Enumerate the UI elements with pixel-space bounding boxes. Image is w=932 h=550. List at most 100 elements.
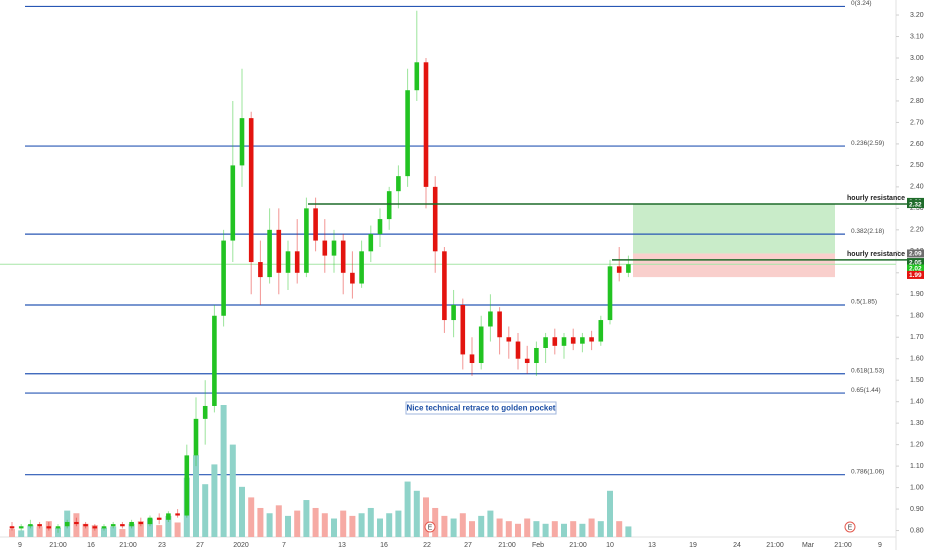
volume-bar [202,484,209,537]
price-tag-label: 2.09 [909,251,922,258]
y-tick-label: 1.90 [910,291,924,298]
volume-bar [459,513,466,537]
price-tag [907,249,924,258]
x-tick-label: 21:00 [49,542,67,549]
candle-body [147,517,153,525]
y-tick-label: 1.10 [910,463,924,470]
x-tick-label: 21:00 [498,542,516,549]
volume-bar [211,464,218,537]
candle-body [28,524,33,527]
volume-bar [321,513,328,537]
candle-body [340,240,346,273]
candle-body [386,191,392,220]
candle-body [396,176,401,192]
candle-body [304,208,309,273]
x-tick-label: 2020 [233,542,249,549]
y-tick-label: 1.60 [910,356,924,363]
candle-body [478,326,484,364]
volume-bar [137,521,144,537]
volume-bar [533,521,540,537]
candle-body [515,341,521,359]
fib-label: 0(3.24) [851,0,872,7]
resistance-label: hourly resistance [847,251,905,258]
y-tick-label: 1.00 [910,484,924,491]
volume-bar [220,405,227,537]
x-tick-label: 24 [733,542,741,549]
volume-bar [542,523,549,537]
y-tick-label: 3.20 [910,12,924,19]
y-tick-label: 0.90 [910,506,924,513]
candle-body [37,524,42,527]
candle-body [193,418,199,456]
candle-body [175,513,180,516]
volume-bar [174,522,181,537]
volume-bar [239,486,245,537]
volume-bar [9,529,15,537]
volume-bar [156,525,163,537]
volume-bar [119,529,126,537]
x-tick-label: 16 [87,542,95,549]
resistance-label: hourly resistance [847,195,905,202]
candle-body [580,337,585,344]
volume-bar [128,523,135,537]
candle-body [267,229,272,278]
candle-body [55,526,61,529]
volume-bar [450,518,457,537]
price-tag-label: 2.05 [909,259,922,266]
y-tick-label: 2.50 [910,162,924,169]
candle-body [377,219,383,235]
y-tick-label: 2.60 [910,141,924,148]
volume-bar [377,518,383,537]
x-tick-label: 27 [196,542,204,549]
candle-body [350,272,355,284]
y-tick-label: 3.00 [910,55,924,62]
earnings-label: E [848,524,853,531]
volume-bar [266,513,273,537]
candle-body [248,118,254,263]
candle-body [294,251,300,273]
volume-bar [367,507,374,537]
candle-body [285,251,291,273]
candle-body [9,526,15,529]
candle-body [166,513,171,520]
y-tick-label: 0.80 [910,527,924,534]
candle-body [46,526,52,529]
x-tick-label: 10 [606,542,614,549]
volume-bar [423,497,429,537]
candle-body [221,240,226,316]
fib-label: 0.382(2.18) [851,228,884,235]
earnings-marker [424,521,436,533]
price-tag-label: 1.99 [909,272,922,279]
candle-body [469,354,475,364]
candle-body [120,524,125,527]
candle-body [359,251,364,284]
volume-bar [386,513,393,537]
fib-label: 0.5(1.85) [851,299,877,306]
candle-body [543,337,548,348]
candle-body [239,118,245,166]
candle-body [488,311,493,327]
volume-bar [478,515,485,537]
volume-bar [312,507,319,537]
y-tick-label: 2.40 [910,184,924,191]
x-tick-label: 13 [338,542,346,549]
annotation: Nice technical retrace to golden pocket [407,404,556,413]
volume-bar [110,526,117,537]
y-tick-label: 2.80 [910,98,924,105]
candle-body [110,524,116,527]
y-tick-label: 2.90 [910,76,924,83]
volume-bar [165,515,172,537]
x-tick-label: 13 [648,542,656,549]
candle-body [92,526,98,529]
x-tick-label: 21:00 [834,542,852,549]
candle-body [414,62,420,91]
candle-body [258,262,263,278]
volume-bar [413,490,420,537]
volume-bar [561,523,567,537]
volume-bar [487,510,494,537]
volume-bar [340,510,347,537]
earnings-label: E [428,524,433,531]
volume-bar [229,444,236,537]
volume-bar [597,521,604,537]
y-tick-label: 1.30 [910,420,924,427]
